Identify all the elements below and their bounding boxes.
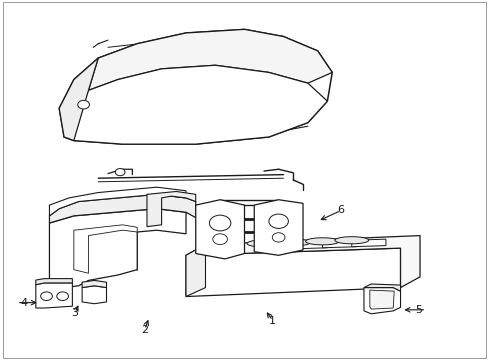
Polygon shape [59, 30, 331, 144]
Polygon shape [293, 241, 327, 249]
Polygon shape [254, 200, 303, 255]
Polygon shape [363, 284, 400, 291]
Polygon shape [64, 65, 327, 144]
Text: 4: 4 [20, 298, 28, 308]
Text: 1: 1 [269, 316, 276, 325]
Polygon shape [185, 244, 205, 297]
Polygon shape [363, 288, 400, 314]
Polygon shape [88, 30, 331, 90]
Polygon shape [82, 286, 106, 304]
Polygon shape [49, 194, 195, 223]
Text: 3: 3 [71, 308, 78, 318]
Polygon shape [74, 225, 137, 273]
Text: 6: 6 [337, 206, 344, 216]
Circle shape [78, 100, 89, 109]
Polygon shape [36, 279, 72, 285]
Polygon shape [147, 192, 195, 226]
Polygon shape [49, 209, 185, 289]
Polygon shape [276, 239, 310, 246]
Circle shape [268, 214, 288, 228]
Text: 2: 2 [141, 325, 148, 334]
Polygon shape [264, 242, 298, 250]
Polygon shape [185, 248, 400, 297]
Circle shape [209, 215, 230, 231]
Polygon shape [36, 283, 72, 308]
Polygon shape [49, 187, 185, 216]
Polygon shape [369, 290, 393, 309]
Polygon shape [305, 238, 339, 245]
Polygon shape [334, 237, 368, 244]
Circle shape [41, 292, 52, 301]
Text: 5: 5 [415, 305, 422, 315]
Polygon shape [322, 240, 356, 248]
Polygon shape [246, 240, 281, 247]
Circle shape [57, 292, 68, 301]
Circle shape [115, 168, 125, 176]
Polygon shape [82, 280, 106, 288]
Polygon shape [351, 239, 385, 247]
Polygon shape [185, 235, 419, 288]
Polygon shape [195, 200, 244, 259]
Polygon shape [59, 58, 98, 140]
Circle shape [272, 233, 285, 242]
Circle shape [212, 234, 227, 244]
